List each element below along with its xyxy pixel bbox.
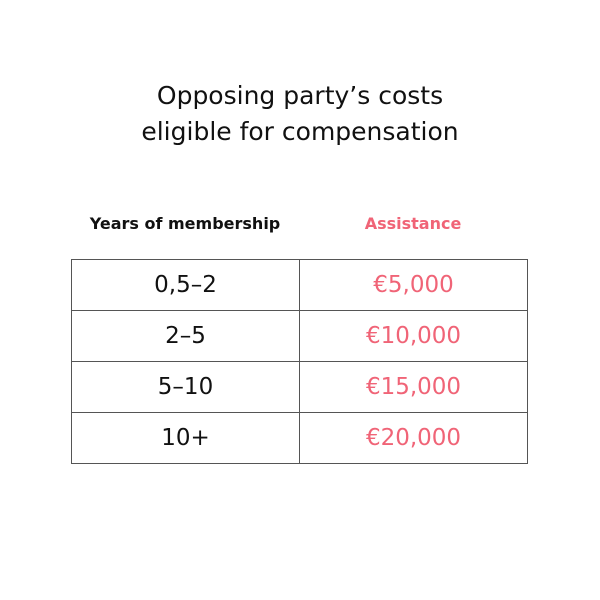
title-line: eligible for compensation xyxy=(141,117,459,146)
years-cell: 5–10 xyxy=(71,361,300,413)
table-row: 0,5–2 €5,000 xyxy=(71,259,528,311)
table-body: 0,5–2 €5,000 2–5 €10,000 5–10 €15,000 10+ €20,0… xyxy=(71,259,528,464)
years-cell: 10+ xyxy=(71,412,300,464)
amount-cell: €15,000 xyxy=(299,361,528,413)
amount-cell: €5,000 xyxy=(299,259,528,311)
column-header: Years of membership xyxy=(89,214,281,233)
title: Opposing party’s costs eligible for comp… xyxy=(0,78,600,150)
amount-cell: €10,000 xyxy=(299,310,528,362)
amount-cell: €20,000 xyxy=(299,412,528,464)
table: 0,5–2 €5,000 2–5 €10,000 5–10 €15,000 10+ €20,0… xyxy=(71,259,528,464)
column-header: Assistance xyxy=(364,214,462,233)
years-cell: 0,5–2 xyxy=(71,259,300,311)
table-row: 10+ €20,000 xyxy=(71,412,528,464)
table-row: 5–10 €15,000 xyxy=(71,361,528,413)
table-row: 2–5 €10,000 xyxy=(71,310,528,362)
years-cell: 2–5 xyxy=(71,310,300,362)
title-line: Opposing party’s costs xyxy=(156,81,444,110)
